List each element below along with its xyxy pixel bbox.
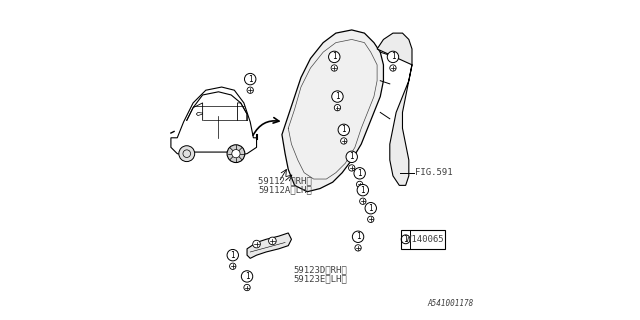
Circle shape (390, 65, 396, 71)
Polygon shape (377, 33, 412, 185)
Circle shape (232, 149, 240, 158)
Circle shape (247, 87, 253, 93)
Text: 59123D〈RH〉: 59123D〈RH〉 (293, 266, 347, 275)
Text: 1: 1 (248, 75, 253, 84)
Text: 59112A〈LH〉: 59112A〈LH〉 (258, 185, 312, 194)
Circle shape (367, 216, 374, 222)
Circle shape (230, 263, 236, 269)
Text: 1: 1 (332, 52, 337, 61)
Circle shape (244, 284, 250, 291)
Circle shape (227, 250, 239, 261)
Circle shape (356, 181, 363, 188)
Circle shape (357, 184, 369, 196)
Circle shape (332, 91, 343, 102)
Text: 1: 1 (369, 204, 373, 213)
Text: 59123E〈LH〉: 59123E〈LH〉 (293, 275, 347, 284)
Circle shape (353, 231, 364, 243)
Circle shape (387, 51, 399, 63)
Circle shape (244, 73, 256, 85)
Circle shape (328, 51, 340, 63)
Text: 1: 1 (356, 232, 360, 241)
Circle shape (179, 146, 195, 162)
Circle shape (227, 145, 245, 163)
Circle shape (354, 168, 365, 179)
Circle shape (334, 105, 340, 111)
Text: 1: 1 (403, 235, 408, 244)
Text: 1: 1 (244, 272, 250, 281)
Circle shape (365, 203, 376, 214)
Circle shape (338, 124, 349, 136)
Circle shape (346, 151, 357, 163)
Circle shape (340, 138, 347, 144)
Circle shape (269, 237, 276, 245)
Circle shape (355, 245, 361, 251)
Text: 1: 1 (390, 52, 396, 61)
Text: 1: 1 (360, 186, 365, 195)
Text: A541001178: A541001178 (428, 299, 474, 308)
Circle shape (360, 198, 366, 204)
Text: 1: 1 (357, 169, 362, 178)
Text: 1: 1 (349, 152, 354, 161)
Text: W140065: W140065 (406, 235, 444, 244)
Text: 1: 1 (335, 92, 340, 101)
Circle shape (331, 65, 337, 71)
Circle shape (241, 271, 253, 282)
Text: 1: 1 (230, 251, 235, 260)
Polygon shape (282, 30, 383, 192)
Circle shape (349, 165, 355, 171)
Circle shape (253, 240, 260, 248)
Text: FIG.591: FIG.591 (415, 168, 452, 177)
Polygon shape (247, 233, 291, 258)
Text: 1: 1 (342, 125, 346, 134)
Text: 59112 〈RH〉: 59112 〈RH〉 (258, 176, 312, 185)
